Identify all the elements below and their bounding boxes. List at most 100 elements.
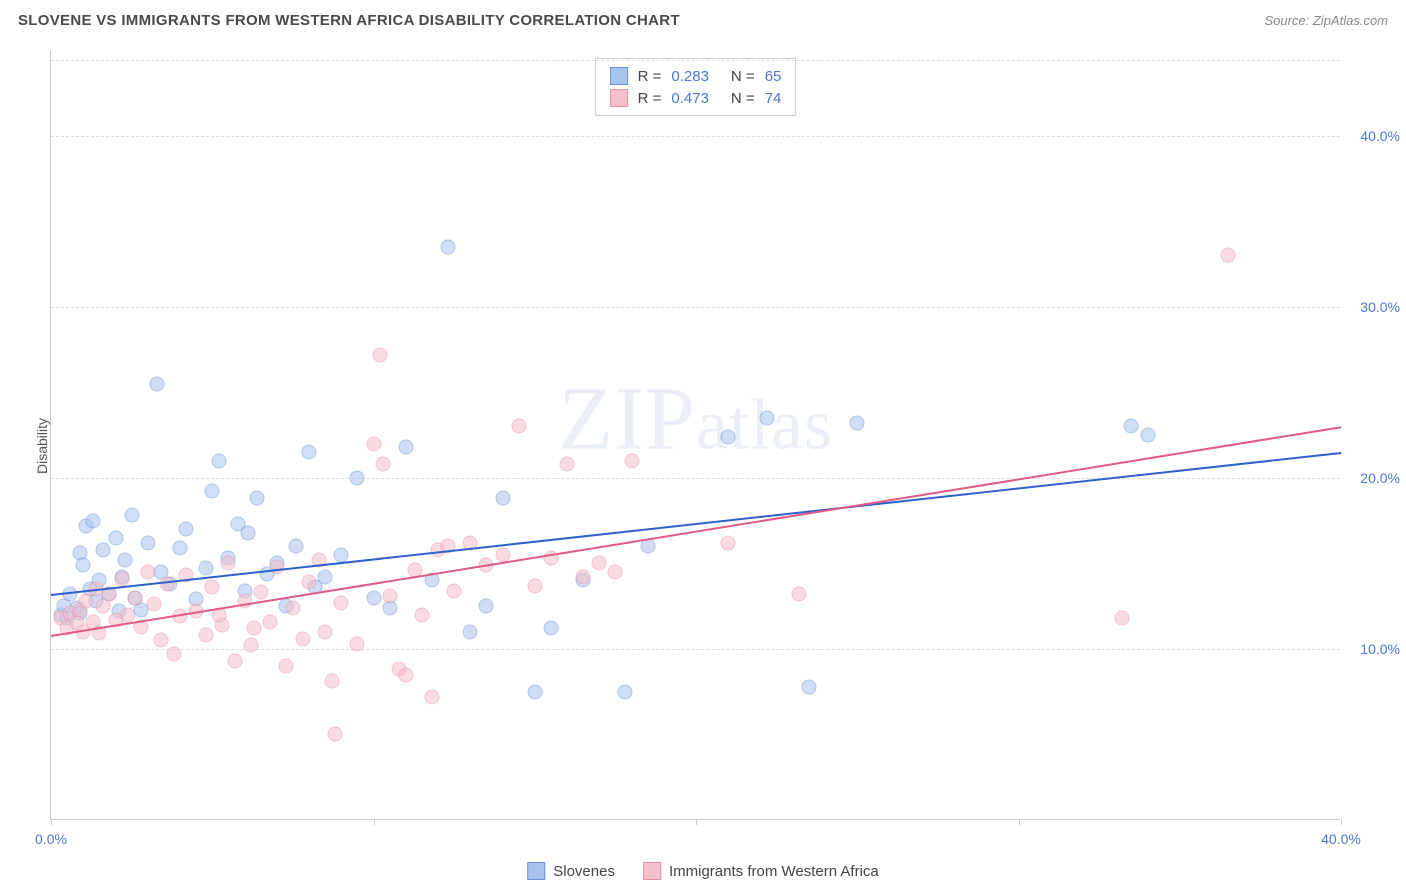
legend-n-value: 74 (765, 90, 782, 107)
data-point (424, 689, 439, 704)
data-point (140, 535, 155, 550)
legend-r-label: R = (638, 68, 662, 85)
data-point (211, 453, 226, 468)
legend-r-value: 0.283 (671, 68, 709, 85)
data-point (76, 558, 91, 573)
data-point (243, 638, 258, 653)
legend-row: R = 0.473N = 74 (610, 87, 782, 109)
data-point (440, 239, 455, 254)
data-point (79, 593, 94, 608)
data-point (295, 631, 310, 646)
data-point (147, 597, 162, 612)
data-point (198, 561, 213, 576)
data-point (179, 522, 194, 537)
data-point (721, 535, 736, 550)
data-point (247, 621, 262, 636)
data-point (124, 508, 139, 523)
legend-item: Slovenes (527, 862, 615, 880)
data-point (366, 590, 381, 605)
legend-row: R = 0.283N = 65 (610, 65, 782, 87)
data-point (318, 570, 333, 585)
data-point (721, 429, 736, 444)
data-point (118, 552, 133, 567)
x-tick (1019, 819, 1020, 825)
data-point (250, 491, 265, 506)
data-point (302, 445, 317, 460)
data-point (479, 599, 494, 614)
legend-label: Immigrants from Western Africa (669, 863, 879, 880)
data-point (850, 416, 865, 431)
data-point (289, 539, 304, 554)
legend-item: Immigrants from Western Africa (643, 862, 879, 880)
legend-label: Slovenes (553, 863, 615, 880)
data-point (1114, 611, 1129, 626)
scatter-chart: ZIPatlas R = 0.283N = 65R = 0.473N = 74 … (50, 50, 1340, 820)
data-point (302, 575, 317, 590)
data-point (1221, 248, 1236, 263)
data-point (279, 659, 294, 674)
legend-n-label: N = (731, 68, 755, 85)
data-point (127, 590, 142, 605)
data-point (318, 624, 333, 639)
data-point (114, 571, 129, 586)
data-point (221, 556, 236, 571)
data-point (121, 607, 136, 622)
data-point (350, 636, 365, 651)
y-tick-label: 20.0% (1345, 470, 1400, 486)
data-point (592, 556, 607, 571)
data-point (166, 647, 181, 662)
data-point (792, 587, 807, 602)
data-point (285, 600, 300, 615)
gridline (51, 478, 1340, 479)
data-point (324, 674, 339, 689)
data-point (150, 376, 165, 391)
series-legend: Slovenes Immigrants from Western Africa (527, 862, 879, 880)
data-point (160, 576, 175, 591)
data-point (205, 580, 220, 595)
data-point (447, 583, 462, 598)
legend-n-label: N = (731, 90, 755, 107)
data-point (227, 653, 242, 668)
data-point (263, 614, 278, 629)
legend-swatch (610, 89, 628, 107)
data-point (527, 684, 542, 699)
data-point (95, 542, 110, 557)
data-point (140, 564, 155, 579)
gridline (51, 136, 1340, 137)
gridline (51, 60, 1340, 61)
data-point (398, 667, 413, 682)
data-point (253, 585, 268, 600)
data-point (543, 621, 558, 636)
legend-r-value: 0.473 (671, 90, 709, 107)
gridline (51, 307, 1340, 308)
data-point (108, 530, 123, 545)
data-point (153, 633, 168, 648)
data-point (463, 624, 478, 639)
data-point (560, 457, 575, 472)
data-point (618, 684, 633, 699)
data-point (624, 453, 639, 468)
x-tick (51, 819, 52, 825)
data-point (327, 727, 342, 742)
data-point (608, 564, 623, 579)
legend-swatch (527, 862, 545, 880)
data-point (85, 513, 100, 528)
data-point (334, 595, 349, 610)
data-point (1124, 419, 1139, 434)
data-point (511, 419, 526, 434)
data-point (382, 588, 397, 603)
data-point (269, 559, 284, 574)
x-tick (1341, 819, 1342, 825)
data-point (240, 525, 255, 540)
data-point (366, 436, 381, 451)
data-point (759, 410, 774, 425)
data-point (376, 457, 391, 472)
chart-title: SLOVENE VS IMMIGRANTS FROM WESTERN AFRIC… (18, 12, 680, 29)
x-tick-label: 40.0% (1321, 831, 1361, 847)
data-point (527, 578, 542, 593)
data-point (334, 547, 349, 562)
x-tick (374, 819, 375, 825)
x-tick-label: 0.0% (35, 831, 67, 847)
x-tick (696, 819, 697, 825)
correlation-legend: R = 0.283N = 65R = 0.473N = 74 (595, 58, 797, 116)
